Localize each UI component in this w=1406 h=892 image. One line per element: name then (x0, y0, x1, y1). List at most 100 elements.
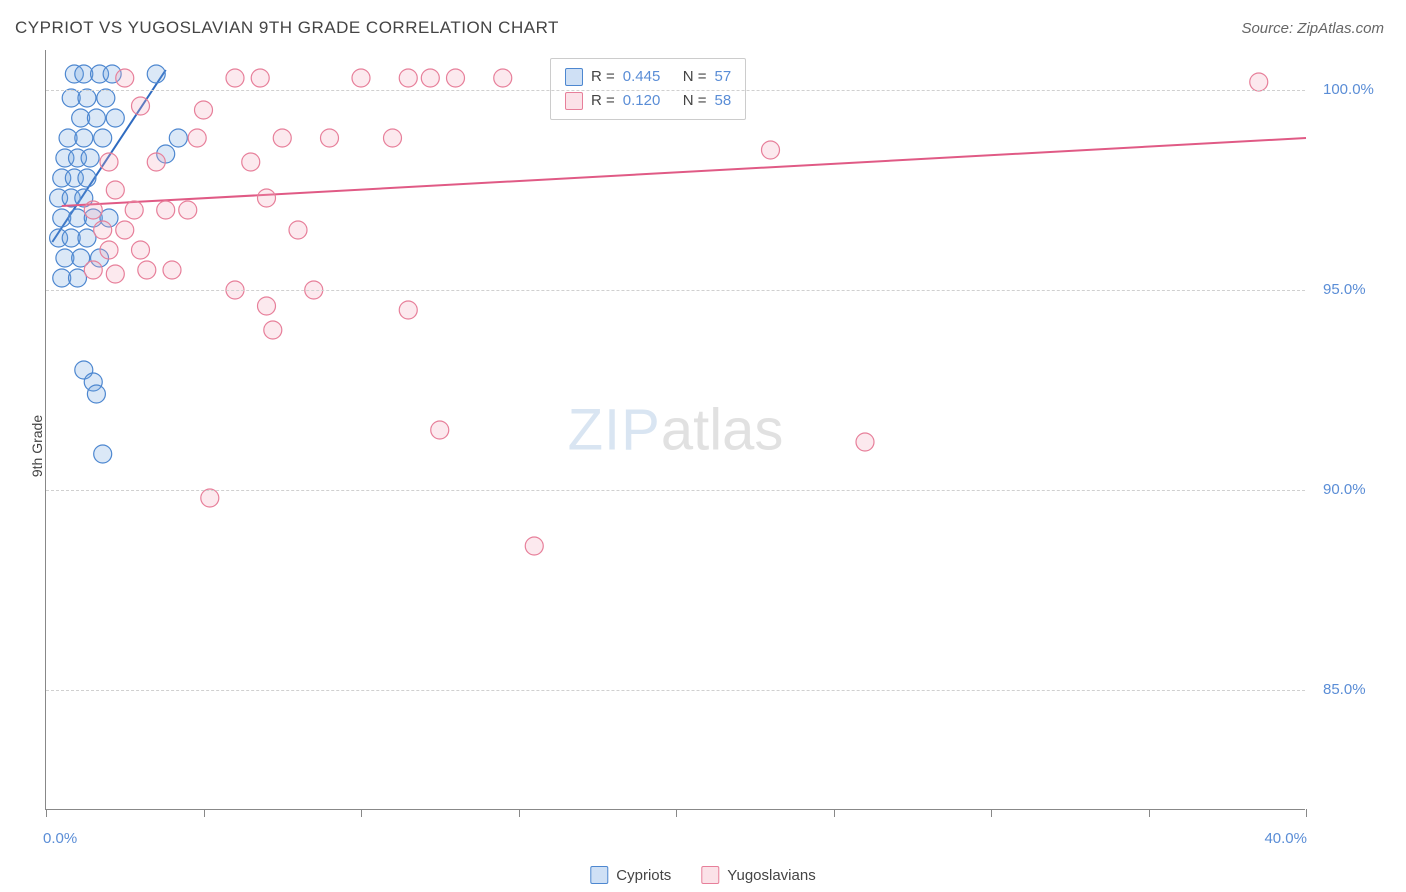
y-tick-label: 85.0% (1323, 681, 1366, 698)
data-point (106, 109, 124, 127)
legend-n-value: 57 (715, 65, 732, 89)
data-point (1250, 73, 1268, 91)
data-point (147, 65, 165, 83)
data-point (258, 189, 276, 207)
data-point (762, 141, 780, 159)
legend-swatch (565, 92, 583, 110)
scatter-svg (46, 50, 1305, 809)
legend-stat-row: R = 0.445 N = 57 (565, 65, 731, 89)
grid-line (46, 90, 1305, 91)
data-point (494, 69, 512, 87)
data-point (251, 69, 269, 87)
data-point (78, 89, 96, 107)
data-point (87, 385, 105, 403)
data-point (84, 261, 102, 279)
data-point (116, 69, 134, 87)
y-tick-label: 90.0% (1323, 481, 1366, 498)
trend-line (62, 138, 1306, 206)
data-point (106, 181, 124, 199)
legend-r-label: R = (591, 89, 615, 113)
data-point (138, 261, 156, 279)
data-point (179, 201, 197, 219)
chart-title: CYPRIOT VS YUGOSLAVIAN 9TH GRADE CORRELA… (15, 18, 559, 38)
data-point (431, 421, 449, 439)
data-point (132, 241, 150, 259)
x-tick (361, 809, 362, 817)
legend-n-value: 58 (715, 89, 732, 113)
data-point (100, 153, 118, 171)
series-legend: Cypriots Yugoslavians (590, 866, 815, 884)
data-point (78, 229, 96, 247)
data-point (264, 321, 282, 339)
data-point (399, 69, 417, 87)
data-point (84, 201, 102, 219)
data-point (399, 301, 417, 319)
data-point (125, 201, 143, 219)
data-point (384, 129, 402, 147)
legend-r-label: R = (591, 65, 615, 89)
x-tick (46, 809, 47, 817)
data-point (106, 265, 124, 283)
data-point (352, 69, 370, 87)
legend-swatch (701, 866, 719, 884)
legend-series-label: Yugoslavians (727, 867, 815, 884)
data-point (116, 221, 134, 239)
legend-stat-row: R = 0.120 N = 58 (565, 89, 731, 113)
y-tick-label: 100.0% (1323, 81, 1374, 98)
grid-line (46, 490, 1305, 491)
data-point (100, 241, 118, 259)
data-point (78, 169, 96, 187)
data-point (147, 153, 165, 171)
data-point (81, 149, 99, 167)
legend-n-label: N = (683, 65, 707, 89)
y-tick-label: 95.0% (1323, 281, 1366, 298)
x-tick-label: 0.0% (43, 830, 93, 847)
data-point (201, 489, 219, 507)
data-point (273, 129, 291, 147)
x-tick (1149, 809, 1150, 817)
data-point (258, 297, 276, 315)
data-point (94, 445, 112, 463)
x-tick (519, 809, 520, 817)
legend-r-value: 0.445 (623, 65, 675, 89)
data-point (856, 433, 874, 451)
data-point (188, 129, 206, 147)
data-point (75, 129, 93, 147)
legend-series-item: Yugoslavians (701, 866, 815, 884)
plot-area: ZIPatlas R =0.445N =57R =0.120N =58 (45, 50, 1305, 810)
data-point (525, 537, 543, 555)
data-point (195, 101, 213, 119)
data-point (94, 221, 112, 239)
x-tick (834, 809, 835, 817)
data-point (163, 261, 181, 279)
data-point (321, 129, 339, 147)
source-label: Source: ZipAtlas.com (1241, 20, 1384, 37)
data-point (421, 69, 439, 87)
y-axis-label: 9th Grade (29, 415, 45, 477)
data-point (169, 129, 187, 147)
legend-swatch (565, 68, 583, 86)
x-tick (991, 809, 992, 817)
x-tick (676, 809, 677, 817)
data-point (157, 201, 175, 219)
legend-series-label: Cypriots (616, 867, 671, 884)
data-point (97, 89, 115, 107)
data-point (94, 129, 112, 147)
data-point (242, 153, 260, 171)
data-point (226, 69, 244, 87)
grid-line (46, 690, 1305, 691)
data-point (447, 69, 465, 87)
x-tick (204, 809, 205, 817)
stats-legend: R = 0.445 N = 57 R = 0.120 N = 58 (550, 58, 746, 120)
data-point (132, 97, 150, 115)
grid-line (46, 290, 1305, 291)
data-point (289, 221, 307, 239)
x-tick-label: 40.0% (1257, 830, 1307, 847)
data-point (87, 109, 105, 127)
data-point (69, 269, 87, 287)
legend-swatch (590, 866, 608, 884)
legend-n-label: N = (683, 89, 707, 113)
legend-r-value: 0.120 (623, 89, 675, 113)
x-tick (1306, 809, 1307, 817)
legend-series-item: Cypriots (590, 866, 671, 884)
